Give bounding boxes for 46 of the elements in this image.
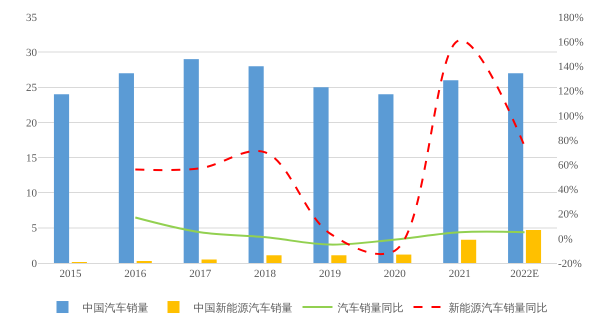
y-tick-label: 0 [32,258,38,270]
y2-tick-label: 80% [558,134,578,147]
y2-tick-label: -20% [558,258,582,270]
legend-label: 中国新能源汽车销量 [194,301,292,314]
bar [248,66,264,263]
y-tick-label: 5 [32,222,38,235]
y-tick-label: 20 [26,117,38,130]
bar [266,255,282,263]
x-tick-label: 2016 [124,268,147,280]
legend-label: 新能源汽车销量同比 [448,301,548,314]
x-tick-label: 2020 [384,268,406,280]
bar [331,255,346,263]
bar [184,59,199,263]
x-tick-label: 2018 [254,268,277,280]
y2-tick-label: 40% [558,184,578,196]
y2-tick-label: 120% [558,86,584,98]
y-tick-label: 35 [26,12,38,24]
bar [313,87,329,263]
bar [461,240,476,263]
legend-label: 中国汽车销量 [82,301,148,314]
bar [508,73,524,263]
y-tick-label: 10 [26,188,38,200]
x-tick-label: 2015 [59,268,82,280]
y-tick-label: 15 [26,152,38,164]
y2-tick-label: 60% [558,159,578,172]
x-tick-label: 2017 [189,268,212,280]
legend-label: 汽车销量同比 [338,301,404,314]
y2-tick-label: 180% [558,12,584,24]
x-tick-label: 2022E [510,268,540,280]
y-tick-label: 30 [26,46,38,59]
y2-tick-label: 0% [558,233,573,246]
bar [118,73,134,263]
y2-tick-label: 20% [558,208,578,221]
line-series [134,216,526,246]
bar [202,259,217,263]
bar [443,80,458,263]
x-tick-label: 2019 [318,268,342,280]
x-tick-label: 2021 [448,268,471,280]
bar [396,254,412,263]
bar [54,94,70,263]
y2-tick-label: 140% [558,61,584,74]
y-tick-label: 25 [26,82,38,94]
bar [526,230,542,263]
bar [378,94,394,263]
y2-tick-label: 100% [558,110,584,122]
y2-tick-label: 160% [558,36,584,48]
